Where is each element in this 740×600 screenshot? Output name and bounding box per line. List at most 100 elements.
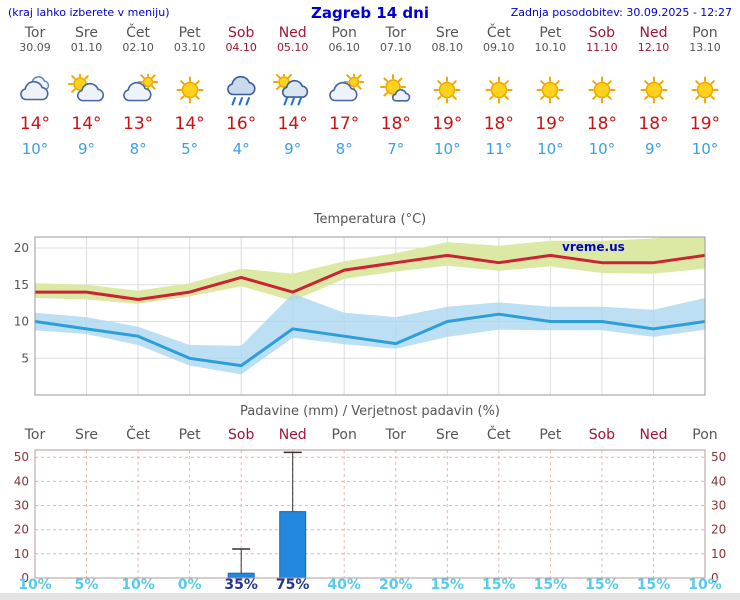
- precipitation-probability-row: 10% 5% 10% 0% 35% 75% 40% 20% 15% 15% 15% 15% 15% 10%: [0, 577, 740, 594]
- day-name: Sre: [435, 25, 459, 41]
- precip-day-label: Ned: [278, 427, 307, 443]
- high-temp: 19°: [432, 114, 463, 134]
- low-temp: 11°: [485, 140, 513, 158]
- precipitation-chart: 0 0 10 10 20 20 30 30 40 40 50 50: [0, 446, 740, 586]
- day-name: Pon: [692, 25, 718, 41]
- day-name: Pet: [539, 25, 562, 41]
- high-temp: 18°: [638, 114, 669, 134]
- weather-icon-sunny: [164, 74, 216, 108]
- svg-text:10: 10: [14, 315, 29, 329]
- low-temp: 10°: [691, 140, 719, 158]
- high-temp: 18°: [380, 114, 411, 134]
- forecast-day-column: Sre 08.10 19° 10°: [421, 25, 473, 159]
- precip-day-label: Tor: [24, 427, 46, 443]
- precip-day-label: Pon: [692, 427, 718, 443]
- low-temp: 9°: [77, 140, 96, 158]
- day-date: 03.10: [173, 41, 206, 54]
- day-name: Ned: [278, 25, 307, 41]
- location-menu-note: (kraj lahko izberete v meniju): [8, 6, 170, 19]
- day-date: 07.10: [380, 41, 412, 54]
- precipitation-chart-title: Padavine (mm) / Verjetnost padavin (%): [240, 404, 500, 419]
- svg-text:30: 30: [711, 499, 726, 513]
- low-temp: 10°: [21, 140, 49, 158]
- svg-text:0: 0: [711, 571, 719, 585]
- precip-probability: 35%: [224, 577, 258, 593]
- precip-day-label: Ned: [639, 427, 668, 443]
- day-date: 13.10: [689, 41, 721, 54]
- svg-text:20: 20: [711, 523, 726, 537]
- day-date: 05.10: [276, 41, 309, 54]
- low-temp: 10°: [434, 140, 461, 158]
- day-name: Čet: [126, 25, 151, 41]
- precip-probability: 20%: [379, 577, 413, 593]
- day-date: 01.10: [70, 41, 103, 54]
- day-name: Pon: [331, 25, 357, 41]
- day-date: 10.10: [534, 41, 567, 54]
- day-date: 11.10: [586, 41, 618, 54]
- weather-icon-partly-cloudy: [61, 72, 113, 108]
- high-temp: 13°: [123, 114, 154, 134]
- low-temp: 9°: [644, 140, 663, 158]
- day-date: 08.10: [431, 41, 464, 54]
- svg-text:50: 50: [711, 450, 726, 464]
- temperature-chart: 5 10 15 20 vreme.us: [0, 230, 740, 402]
- page-title: Zagreb 14 dni: [311, 4, 429, 22]
- forecast-day-column: Sre 01.10 14° 9°: [61, 26, 113, 158]
- svg-text:0: 0: [21, 571, 29, 585]
- forecast-day-column: Tor 30.09 14° 10°: [9, 25, 61, 159]
- forecast-day-column: Pon 13.10 19° 10°: [679, 25, 731, 159]
- day-date: 06.10: [328, 41, 360, 54]
- high-temp: 14°: [277, 114, 308, 134]
- svg-text:5: 5: [21, 351, 29, 365]
- precip-probability: 40%: [327, 577, 361, 593]
- precip-probability: 5%: [74, 577, 99, 593]
- precip-probability: 10%: [121, 577, 155, 593]
- precip-probability: 15%: [482, 577, 516, 593]
- day-date: 04.10: [225, 41, 257, 54]
- svg-text:10: 10: [14, 547, 29, 561]
- forecast-day-column: Ned 05.10 14° 9°: [267, 26, 319, 158]
- day-name: Ned: [639, 25, 668, 41]
- precip-probability: 75%: [275, 577, 310, 593]
- watermark: vreme.us: [562, 240, 625, 254]
- weather-icon-sunny: [421, 74, 473, 108]
- high-temp: 18°: [483, 114, 514, 134]
- precip-day-label: Sob: [228, 427, 255, 443]
- weather-icon-sunny: [473, 74, 525, 108]
- precip-probability: 0%: [177, 577, 202, 593]
- high-temp: 14°: [174, 114, 205, 134]
- header: (kraj lahko izberete v meniju) Zagreb 14…: [8, 4, 732, 26]
- low-temp: 5°: [181, 140, 199, 158]
- precip-probability: 10%: [688, 577, 722, 593]
- svg-text:20: 20: [14, 241, 29, 255]
- forecast-day-column: Čet 02.10 13° 8°: [112, 26, 164, 158]
- low-temp: 8°: [129, 140, 147, 158]
- high-temp: 14°: [71, 114, 102, 134]
- forecast-day-column: Tor 07.10 18° 7°: [370, 26, 422, 158]
- low-temp: 4°: [232, 140, 250, 158]
- precip-day-label: Čet: [126, 427, 151, 443]
- svg-text:50: 50: [14, 450, 29, 464]
- low-temp: 7°: [387, 140, 405, 158]
- last-updated: Zadnja posodobitev: 30.09.2025 - 12:27: [510, 6, 732, 19]
- high-temp: 14°: [19, 114, 51, 134]
- day-name: Tor: [385, 25, 407, 41]
- forecast-day-column: Pon 06.10 17° 8°: [318, 26, 370, 158]
- forecast-day-column: Pet 03.10 14° 5°: [164, 25, 216, 159]
- day-date: 30.09: [19, 41, 51, 54]
- svg-text:40: 40: [711, 474, 726, 488]
- precip-probability: 15%: [430, 577, 465, 593]
- weather-icon-sunny: [679, 74, 731, 108]
- day-date: 12.10: [637, 41, 670, 54]
- low-temp: 10°: [537, 140, 564, 158]
- day-name: Pet: [178, 25, 201, 41]
- weather-icon-sunny: [576, 74, 628, 108]
- forecast-day-column: Ned 12.10 18° 9°: [628, 25, 680, 159]
- weather-icon-sunny: [524, 74, 576, 108]
- day-name: Tor: [24, 25, 46, 41]
- precip-day-label: Sre: [435, 427, 459, 443]
- precip-day-label: Pon: [331, 427, 357, 443]
- precip-day-label: Čet: [486, 427, 511, 443]
- weather-icon-mostly-cloudy: [318, 71, 370, 108]
